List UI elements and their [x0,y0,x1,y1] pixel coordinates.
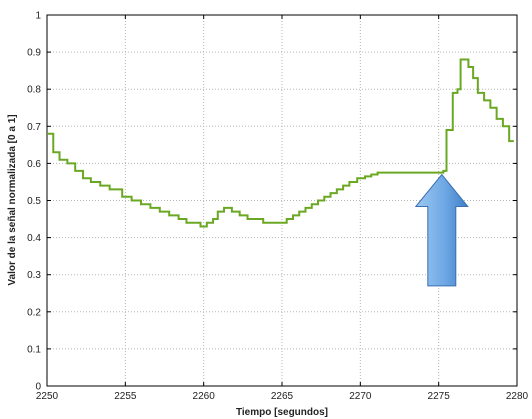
x-tick-label: 2275 [428,391,451,402]
y-axis-label: Valor de la señal normalizada [0 a 1] [7,114,18,285]
x-tick-label: 2280 [506,391,529,402]
x-axis-label: Tiempo [segundos] [236,407,328,418]
y-tick-label: 0.9 [27,48,41,59]
x-tick-label: 2270 [349,391,372,402]
y-tick-label: 0.8 [27,85,41,96]
y-tick-label: 1 [35,11,41,22]
axes: 2250 2255 2260 2265 2270 2275 2280 0 0.1 0.2 0.3 0.… [27,11,528,403]
y-tick-label: 0.5 [27,196,41,207]
x-tick-label: 2260 [193,391,216,402]
y-tick-label: 0.3 [27,270,41,281]
y-tick-label: 0.1 [27,344,41,355]
grid [47,15,517,386]
series-line [47,58,514,228]
y-tick-label: 0 [35,382,41,393]
x-tick-label: 2250 [36,391,59,402]
y-tick-label: 0.7 [27,122,41,133]
y-tick-label: 0.4 [27,233,41,244]
x-tick-label: 2255 [114,391,137,402]
x-tick-label: 2265 [271,391,294,402]
annotation-arrow [414,173,469,287]
y-tick-label: 0.6 [27,159,41,170]
y-tick-label: 0.2 [27,307,41,318]
